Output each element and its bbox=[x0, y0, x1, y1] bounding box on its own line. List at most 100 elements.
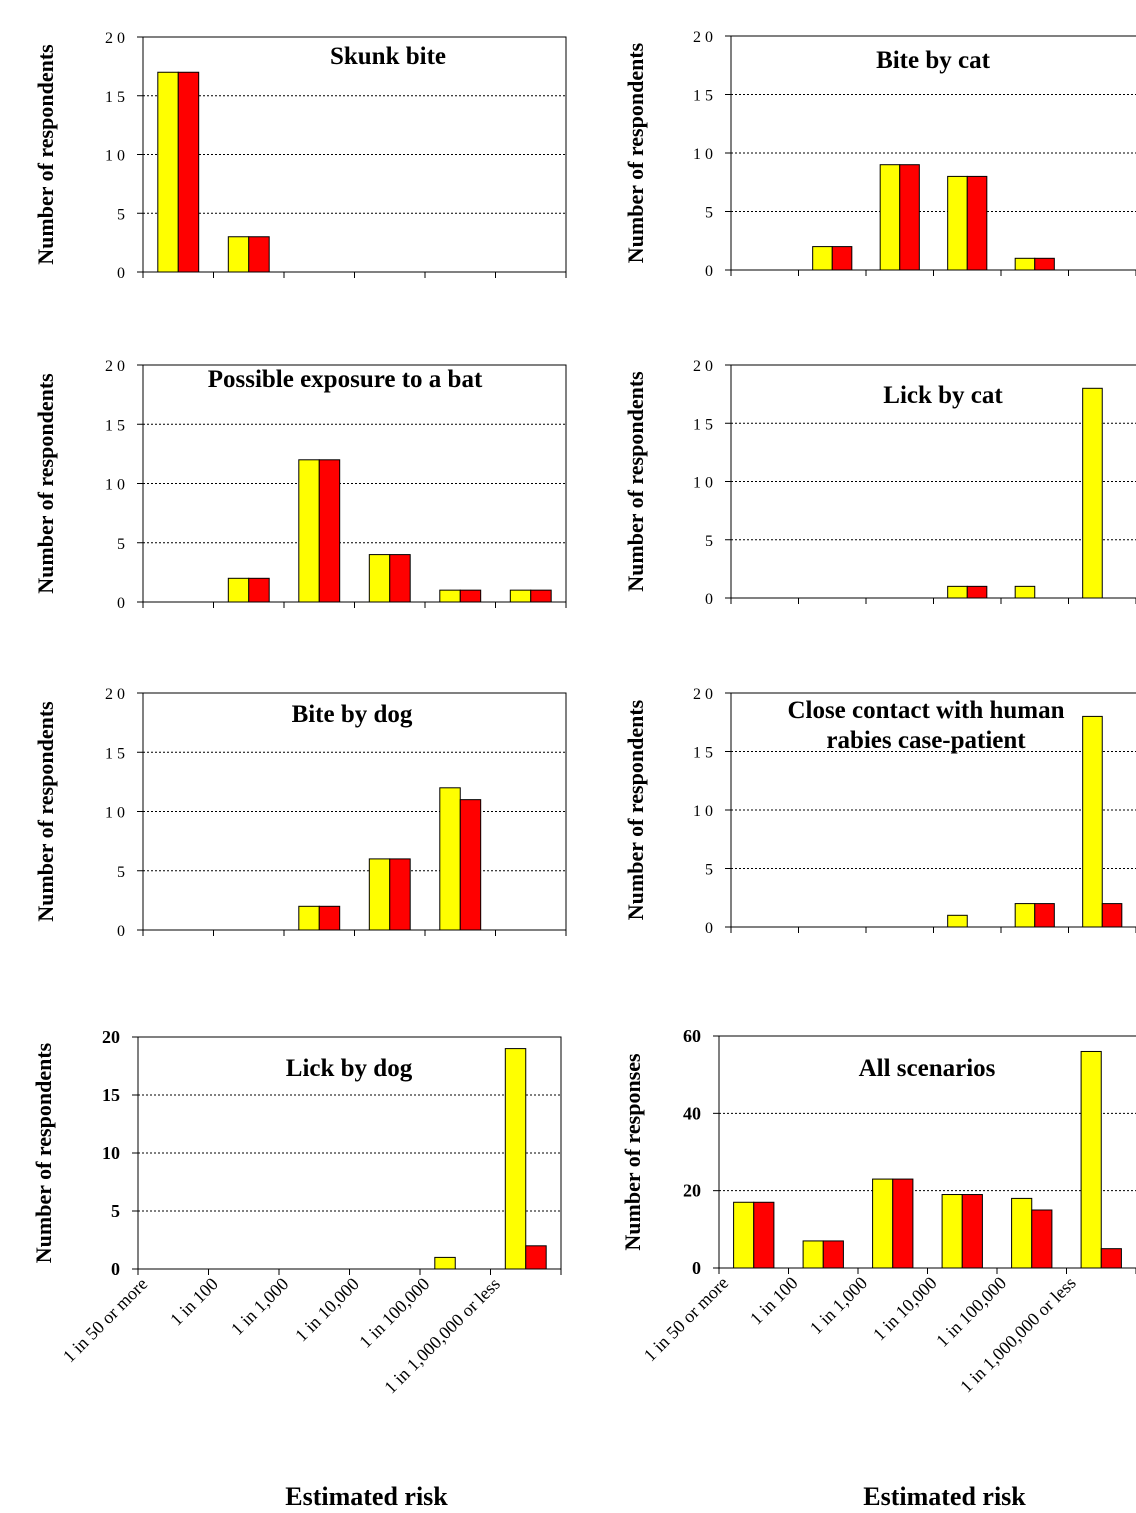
bar bbox=[439, 787, 461, 931]
y-tick-label: 1 0 bbox=[693, 146, 713, 163]
bar bbox=[368, 554, 391, 603]
y-tick-label: 5 bbox=[117, 206, 125, 223]
bar bbox=[1011, 1197, 1033, 1269]
y-axis-title: Number of respondents bbox=[623, 42, 648, 263]
y-tick-label: 60 bbox=[683, 1026, 701, 1046]
y-tick-label: 1 0 bbox=[105, 477, 125, 494]
bar bbox=[872, 1178, 894, 1269]
bar bbox=[439, 589, 461, 603]
bar bbox=[434, 1256, 456, 1270]
x-tick-label: 1 in 100 bbox=[746, 1273, 802, 1329]
bar bbox=[802, 1240, 824, 1269]
y-tick-label: 0 bbox=[705, 920, 713, 937]
bar bbox=[753, 1201, 775, 1269]
bar bbox=[947, 585, 968, 599]
x-tick-label: 1 in 1,000,000 or less bbox=[380, 1274, 504, 1398]
y-tick-label: 2 0 bbox=[693, 686, 713, 703]
y-axis-title: Number of respondents bbox=[33, 44, 58, 265]
y-tick-label: 0 bbox=[111, 1259, 120, 1279]
bar bbox=[1080, 1050, 1102, 1269]
bar bbox=[318, 905, 341, 931]
y-tick-label: 1 5 bbox=[693, 88, 713, 105]
chart-panel-2: 0 5 1 0 1 5 2 0 Bite by cat Number of responde… bbox=[623, 29, 1136, 280]
plot-frame bbox=[142, 364, 567, 603]
y-tick-label: 5 bbox=[705, 533, 713, 550]
bar bbox=[1082, 715, 1103, 928]
y-tick-label: 1 5 bbox=[105, 89, 125, 106]
y-tick-label: 1 5 bbox=[105, 417, 125, 434]
y-tick-label: 20 bbox=[683, 1181, 701, 1201]
y-tick-label: 2 0 bbox=[105, 358, 125, 375]
y-tick-label: 5 bbox=[705, 205, 713, 222]
y-tick-label: 0 bbox=[117, 923, 125, 940]
y-tick-label: 15 bbox=[102, 1085, 120, 1105]
x-axis-title: Estimated risk bbox=[863, 1482, 1026, 1511]
bar bbox=[1100, 1248, 1122, 1269]
y-tick-label: 1 0 bbox=[693, 803, 713, 820]
bar bbox=[1034, 903, 1055, 928]
plot-frame bbox=[142, 692, 567, 931]
bar bbox=[941, 1194, 963, 1269]
y-tick-label: 5 bbox=[117, 536, 125, 553]
bar bbox=[227, 577, 250, 603]
y-tick-label: 2 0 bbox=[693, 29, 713, 46]
bar bbox=[509, 589, 532, 603]
panel-title: All scenarios bbox=[859, 1055, 996, 1082]
bar bbox=[966, 585, 988, 599]
chart-panel-1: 0 5 1 0 1 5 2 0 Skunk bite Number of responden… bbox=[33, 30, 567, 282]
bar bbox=[1034, 257, 1055, 271]
x-tick-label: 1 in 1,000,000 or less bbox=[956, 1273, 1080, 1397]
bar bbox=[177, 71, 200, 273]
bar bbox=[459, 589, 482, 603]
y-axis-title: Number of responses bbox=[620, 1053, 645, 1251]
panel-title: Skunk bite bbox=[330, 43, 446, 70]
y-axis-title: Number of respondents bbox=[623, 699, 648, 920]
bar bbox=[899, 164, 920, 271]
x-axis-title: Estimated risk bbox=[285, 1482, 448, 1511]
chart-panel-3: 0 5 1 0 1 5 2 0 Possible exposure to a bat Num… bbox=[33, 358, 567, 612]
chart-panel-4: 0 5 1 0 1 5 2 0 Lick by cat Number of responde… bbox=[623, 358, 1136, 608]
y-tick-label: 2 0 bbox=[693, 358, 713, 375]
bar bbox=[966, 175, 988, 271]
bar bbox=[947, 914, 968, 928]
bar bbox=[298, 459, 320, 603]
bar bbox=[892, 1178, 914, 1269]
bar bbox=[1101, 903, 1123, 928]
y-tick-label: 5 bbox=[117, 864, 125, 881]
panel-title: Lick by cat bbox=[883, 382, 1003, 409]
chart-panel-5: 0 5 1 0 1 5 2 0 Bite by dog Number of responde… bbox=[33, 686, 567, 940]
bar bbox=[389, 858, 411, 931]
bar bbox=[733, 1201, 755, 1269]
bar bbox=[1014, 585, 1036, 599]
y-tick-label: 1 0 bbox=[105, 148, 125, 165]
y-axis-title: Number of respondents bbox=[31, 1042, 56, 1263]
y-tick-label: 10 bbox=[102, 1143, 120, 1163]
y-tick-label: 0 bbox=[705, 591, 713, 608]
bar bbox=[947, 175, 968, 271]
y-tick-label: 0 bbox=[692, 1258, 701, 1278]
bar bbox=[298, 905, 320, 931]
y-tick-label: 1 5 bbox=[693, 416, 713, 433]
y-axis-title: Number of respondents bbox=[33, 373, 58, 594]
y-tick-label: 0 bbox=[117, 265, 125, 282]
bar bbox=[248, 577, 270, 603]
bar bbox=[389, 554, 411, 603]
chart-panel-6: 0 5 1 0 1 5 2 0 Close contact with human rabie… bbox=[623, 686, 1136, 937]
bar bbox=[525, 1245, 547, 1270]
panel-title: Bite by dog bbox=[292, 701, 413, 728]
bar bbox=[318, 459, 341, 603]
panel-title: Possible exposure to a bat bbox=[208, 366, 483, 393]
bar bbox=[831, 246, 853, 271]
bar bbox=[822, 1240, 844, 1269]
y-tick-label: 5 bbox=[111, 1201, 120, 1221]
panel-title: rabies case-patient bbox=[826, 727, 1026, 754]
x-tick-label: 1 in 100,000 bbox=[355, 1274, 433, 1352]
y-axis-title: Number of respondents bbox=[33, 701, 58, 922]
bar bbox=[812, 246, 833, 271]
y-tick-label: 1 5 bbox=[105, 745, 125, 762]
panel-title: Bite by cat bbox=[876, 47, 991, 74]
x-tick-label: 1 in 100 bbox=[166, 1274, 222, 1330]
y-axis-title: Number of respondents bbox=[623, 371, 648, 592]
